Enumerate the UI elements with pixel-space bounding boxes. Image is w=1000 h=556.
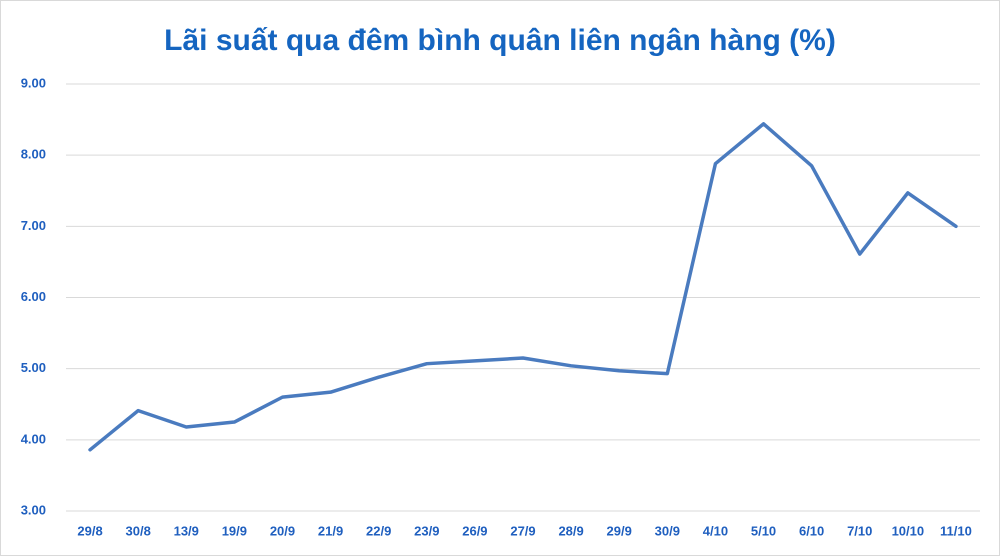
x-tick-label: 19/9 [222, 523, 247, 538]
y-tick-label: 7.00 [21, 218, 46, 233]
x-tick-label: 29/8 [77, 523, 102, 538]
x-tick-label: 11/10 [940, 523, 972, 538]
y-tick-label: 4.00 [21, 431, 46, 446]
x-tick-label: 5/10 [751, 523, 776, 538]
y-tick-label: 8.00 [21, 147, 46, 162]
y-tick-label: 5.00 [21, 360, 46, 375]
x-tick-label: 10/10 [892, 523, 925, 538]
y-tick-label: 9.00 [21, 75, 46, 90]
x-tick-label: 30/9 [655, 523, 680, 538]
x-tick-label: 28/9 [558, 523, 583, 538]
x-tick-label: 21/9 [318, 523, 343, 538]
x-tick-label: 22/9 [366, 523, 391, 538]
y-tick-label: 3.00 [21, 502, 46, 517]
x-tick-label: 4/10 [703, 523, 728, 538]
line-series [88, 122, 958, 452]
y-tick-label: 6.00 [21, 289, 46, 304]
x-tick-label: 23/9 [414, 523, 439, 538]
x-tick-label: 29/9 [607, 523, 632, 538]
x-tick-label: 6/10 [799, 523, 824, 538]
x-tick-label: 26/9 [462, 523, 487, 538]
x-tick-label: 27/9 [510, 523, 535, 538]
chart-title: Lãi suất qua đêm bình quân liên ngân hàn… [164, 24, 836, 57]
x-tick-label: 7/10 [847, 523, 872, 538]
x-tick-label: 13/9 [174, 523, 199, 538]
x-tick-label: 20/9 [270, 523, 295, 538]
x-tick-label: 30/8 [126, 523, 151, 538]
